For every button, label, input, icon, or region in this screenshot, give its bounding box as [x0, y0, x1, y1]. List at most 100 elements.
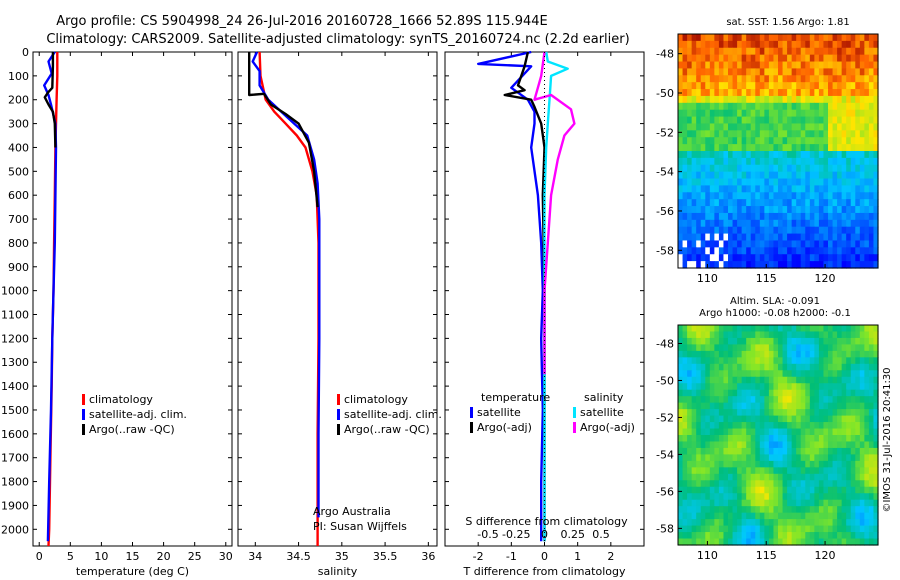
sst_map-cell [778, 68, 784, 76]
sst_map-cell [728, 212, 734, 221]
sst_map-cell [709, 123, 715, 131]
sla_map-cell [832, 357, 838, 365]
sla_map-cell [828, 376, 834, 384]
sla_map-cell [700, 331, 706, 339]
sst_map-cell [696, 206, 702, 214]
sst_map-cell [732, 192, 738, 200]
sla_map-cell [718, 350, 725, 358]
sla_map-cell [768, 441, 775, 449]
sla_map-cell [855, 389, 861, 397]
sla_map-cell [823, 331, 829, 339]
sst_map-cell [696, 192, 702, 200]
sla_map-cell [787, 428, 793, 436]
sla_map-cell [773, 499, 779, 507]
sla_map-cell [750, 370, 756, 378]
depth-tick-label: 1900 [1, 499, 29, 512]
sla_map-cell [709, 383, 715, 391]
sst_map-cell [768, 185, 775, 193]
sst_map-cell [787, 247, 793, 255]
sst_map-cell [687, 233, 693, 242]
sst_map-cell [700, 192, 706, 200]
sla_map-cell [778, 538, 784, 546]
sst_map-cell [800, 240, 806, 248]
sst_map-cell [709, 171, 715, 180]
sla_map-cell [787, 337, 793, 346]
sst_map-cell [805, 212, 811, 221]
sla_map-cell [700, 422, 706, 430]
sst_map-cell [764, 116, 770, 125]
sst_map-cell [705, 47, 711, 56]
sla_map-cell [800, 422, 806, 430]
sst_map-cell [800, 171, 806, 180]
sla_map-cell [873, 396, 879, 404]
sst_map-cell [800, 34, 806, 42]
sst_map-cell [859, 185, 865, 193]
sla_map-cell [696, 337, 702, 346]
sst_map-cell [787, 47, 793, 56]
sla_map-cell [737, 350, 743, 358]
sst_map-cell [705, 95, 711, 104]
sla_map-cell [691, 409, 697, 417]
sst_map-cell [746, 192, 752, 200]
sst_map-cell [846, 233, 852, 242]
sla_map-cell [850, 525, 856, 533]
sla_map-cell [723, 370, 729, 378]
sla_map-cell [796, 435, 802, 443]
sla_map-cell [841, 428, 847, 436]
sst_map-cell [787, 157, 793, 166]
sla_map-cell [755, 480, 761, 488]
sst_map-cell [778, 219, 784, 228]
sla_map-cell [755, 460, 761, 468]
sla_map-cell [873, 519, 879, 527]
sst_map-cell [873, 75, 879, 83]
sst_map-cell [700, 212, 706, 221]
sla_map-cell [778, 344, 784, 352]
sla_map-cell [755, 467, 761, 475]
sst_map-cell [800, 199, 806, 207]
sst_map-cell [850, 157, 856, 166]
sst_map-cell [732, 82, 738, 90]
sst_map-cell [818, 68, 825, 76]
sst_map-cell [687, 206, 693, 214]
sst_map-cell [732, 199, 738, 207]
sst_map-cell [714, 47, 720, 56]
sst_map-cell [791, 123, 797, 131]
sla_map-cell [709, 402, 715, 410]
sst_map-cell [723, 151, 729, 159]
sst_map-cell [746, 68, 752, 76]
sla_map-cell [696, 441, 702, 449]
sla_map-cell [768, 363, 775, 371]
sst_map-cell [787, 261, 793, 269]
sst_map-cell [832, 130, 838, 138]
sst_map-cell [859, 95, 865, 104]
sla_map-cell [864, 409, 870, 417]
sla_map-cell [705, 486, 711, 494]
sla_map-cell [778, 415, 784, 423]
sla_map-cell [696, 525, 702, 533]
sla_map-cell [723, 480, 729, 488]
sst_map-cell [696, 109, 702, 118]
sst_map-cell [800, 178, 806, 187]
sst_map-cell [809, 226, 815, 235]
sla_map-cell [832, 506, 838, 514]
sst_map-cell [714, 199, 720, 207]
sla_map-cell [732, 480, 738, 488]
sst_map-cell [805, 123, 811, 131]
sla_map-cell [805, 512, 811, 520]
sst_map-cell [837, 185, 843, 193]
sst_map-cell [700, 219, 706, 228]
sla_map-cell [723, 325, 729, 333]
sla_map-cell [832, 519, 838, 527]
sst_map-cell [778, 164, 784, 173]
sst_map-cell [723, 82, 729, 90]
sst_map-cell [732, 75, 738, 83]
sst_map-cell [718, 89, 725, 97]
sla_map-cell [846, 415, 852, 423]
sst_map-cell [782, 102, 788, 111]
sla_map-cell [850, 344, 856, 352]
sst_map-cell [696, 261, 702, 269]
sla_map-cell [818, 357, 825, 365]
sst_map-cell [768, 137, 775, 145]
sla_map-cell [723, 383, 729, 391]
sla_map-cell [741, 435, 747, 443]
